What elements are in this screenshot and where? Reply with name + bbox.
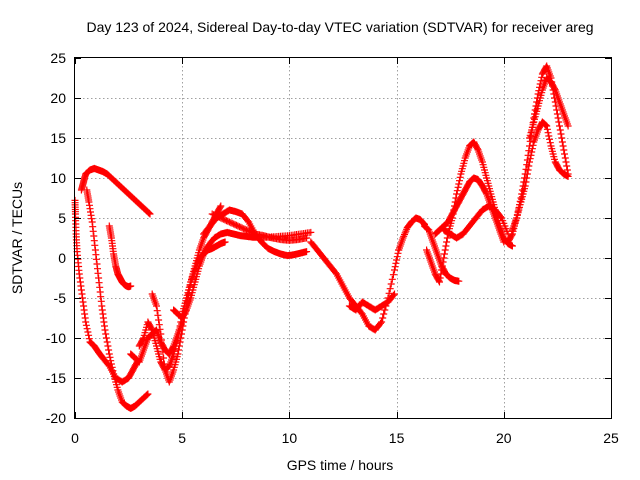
series-arc-17 [440, 202, 512, 242]
plot-frame [74, 57, 612, 419]
x-tick-label: 25 [603, 430, 619, 446]
y-tick-labels: -20 -15 -10 -5 0 5 10 15 20 25 [46, 50, 66, 426]
plus-markers [77, 164, 154, 218]
y-tick-label: 15 [50, 130, 66, 146]
y-tick-label: -20 [46, 410, 66, 426]
x-tick-label: 20 [496, 430, 512, 446]
plus-markers [105, 222, 135, 291]
y-tick-label: -15 [46, 370, 66, 386]
series-arc-15 [423, 138, 516, 286]
x-tick-label: 15 [389, 430, 405, 446]
x-tick-label: 10 [282, 430, 298, 446]
plus-markers [526, 74, 572, 142]
plus-markers [345, 290, 398, 314]
y-tick-label: 10 [50, 170, 66, 186]
x-tick-labels: 0 5 10 15 20 25 [71, 430, 619, 446]
plus-markers [83, 186, 152, 412]
axis-ticks [75, 58, 612, 419]
y-tick-label: 20 [50, 90, 66, 106]
series-arc-20 [526, 74, 572, 142]
series-arc-4 [105, 222, 135, 291]
x-tick-label: 0 [71, 430, 79, 446]
series-arc-3 [83, 186, 152, 412]
chart-title: Day 123 of 2024, Sidereal Day-to-day VTE… [86, 19, 593, 35]
series-arc-16 [431, 174, 508, 246]
series-arc-9 [200, 206, 311, 260]
x-axis-title: GPS time / hours [287, 457, 394, 473]
plus-markers [307, 238, 403, 334]
x-tick-label: 5 [178, 430, 186, 446]
plus-markers [208, 210, 311, 244]
plus-markers [423, 138, 516, 286]
series-arc-2 [77, 164, 154, 218]
series-arc-12 [345, 290, 398, 314]
plus-markers [431, 174, 508, 246]
plus-markers [395, 214, 428, 254]
y-tick-label: 5 [58, 210, 66, 226]
plus-markers [440, 202, 512, 242]
plus-markers [508, 118, 572, 234]
data-markers [71, 62, 572, 412]
grid-lines [75, 58, 611, 418]
y-tick-label: -10 [46, 330, 66, 346]
plus-markers [200, 206, 311, 260]
y-tick-label: 0 [58, 250, 66, 266]
series-arc-19 [508, 118, 572, 234]
series-arc-10 [208, 210, 311, 244]
series-arc-11 [307, 238, 403, 334]
y-tick-label: -5 [54, 290, 67, 306]
y-tick-label: 25 [50, 50, 66, 66]
series-arc-13 [395, 214, 428, 254]
y-axis-title: SDTVAR / TECUs [9, 182, 25, 294]
